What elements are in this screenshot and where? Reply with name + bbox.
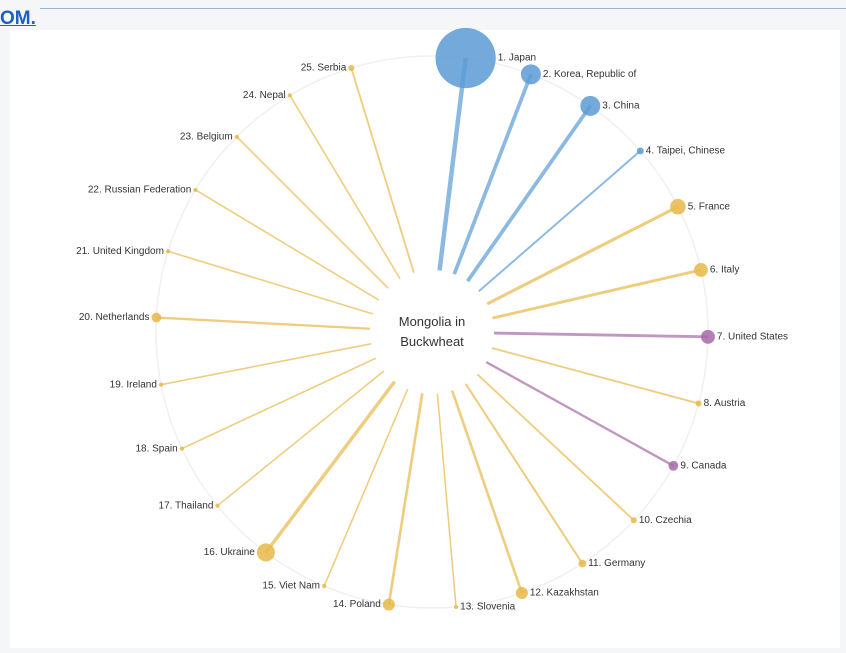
category-label: 24. Nepal	[243, 90, 286, 101]
category-label: 16. Ukraine	[204, 547, 256, 558]
category-label: 14. Poland	[333, 599, 381, 610]
category-label: 25. Serbia	[301, 63, 347, 74]
spoke	[493, 331, 708, 339]
spoke	[264, 380, 397, 554]
bubble	[435, 27, 496, 89]
bubble	[234, 134, 239, 139]
spoke	[195, 189, 380, 301]
bubble	[382, 598, 395, 611]
bubble	[453, 604, 459, 610]
spoke	[436, 393, 457, 608]
bubble	[578, 559, 587, 568]
bubble	[520, 64, 541, 85]
category-label: 8. Austria	[704, 398, 746, 409]
spoke	[236, 136, 389, 289]
category-label: 6. Italy	[710, 265, 739, 276]
spoke	[452, 73, 533, 275]
bubble	[348, 65, 355, 72]
bubble	[158, 382, 164, 387]
category-label: 7. United States	[717, 331, 788, 342]
category-label: 4. Taipei, Chinese	[646, 146, 726, 157]
center-disc	[370, 270, 494, 394]
bubble	[151, 312, 162, 323]
category-label: 21. United Kingdom	[76, 246, 164, 257]
bubble	[515, 586, 528, 599]
bubble	[165, 249, 171, 254]
spoke	[156, 316, 371, 330]
center-label: Mongolia in Buckwheat	[398, 314, 466, 349]
spoke	[437, 57, 468, 271]
category-label: 11. Germany	[588, 558, 645, 569]
category-label: 9. Canada	[680, 460, 727, 471]
category-label: 23. Belgium	[180, 131, 233, 142]
category-label: 3. China	[602, 101, 640, 112]
bubble	[668, 460, 679, 471]
bubble	[670, 198, 686, 215]
spoke	[167, 250, 373, 315]
spoke	[289, 95, 401, 280]
spoke	[181, 357, 377, 450]
category-label: 15. Viet Nam	[262, 581, 320, 592]
bubble	[179, 446, 184, 451]
spoke	[464, 383, 584, 565]
spoke	[485, 361, 674, 467]
spoke	[476, 373, 635, 521]
link-text[interactable]: OM.	[0, 8, 36, 29]
bubble	[287, 93, 292, 98]
category-label: 13. Slovenia	[460, 602, 515, 613]
bubble	[693, 262, 708, 277]
category-label: 22. Russian Federation	[88, 184, 191, 195]
bubble	[695, 400, 702, 407]
bubble	[215, 503, 220, 508]
category-label: 18. Spain	[135, 443, 177, 454]
category-label: 5. France	[688, 201, 731, 212]
category-label: 1. Japan	[498, 53, 536, 64]
spoke	[387, 393, 424, 605]
bubble	[256, 543, 275, 562]
bubble	[636, 147, 644, 155]
bubble	[322, 583, 327, 589]
spoke	[492, 268, 702, 320]
category-label: 10. Czechia	[639, 515, 692, 526]
spoke	[217, 370, 385, 507]
spoke	[323, 388, 409, 587]
category-label: 2. Korea, Republic of	[543, 69, 637, 80]
bubble	[193, 187, 198, 192]
bubble	[630, 517, 637, 524]
category-label: 20. Netherlands	[79, 312, 150, 323]
category-label: 12. Kazakhstan	[530, 588, 599, 599]
bubble	[580, 95, 601, 116]
spoke	[160, 343, 372, 386]
spoke	[486, 205, 679, 306]
category-label: 17. Thailand	[159, 500, 214, 511]
spoke	[350, 67, 415, 273]
top-bar	[40, 0, 846, 9]
bubble	[701, 329, 715, 344]
spoke	[491, 347, 699, 405]
spoke	[478, 150, 641, 293]
spoke	[466, 104, 592, 283]
spoke	[450, 390, 524, 594]
category-label: 19. Ireland	[110, 379, 157, 390]
